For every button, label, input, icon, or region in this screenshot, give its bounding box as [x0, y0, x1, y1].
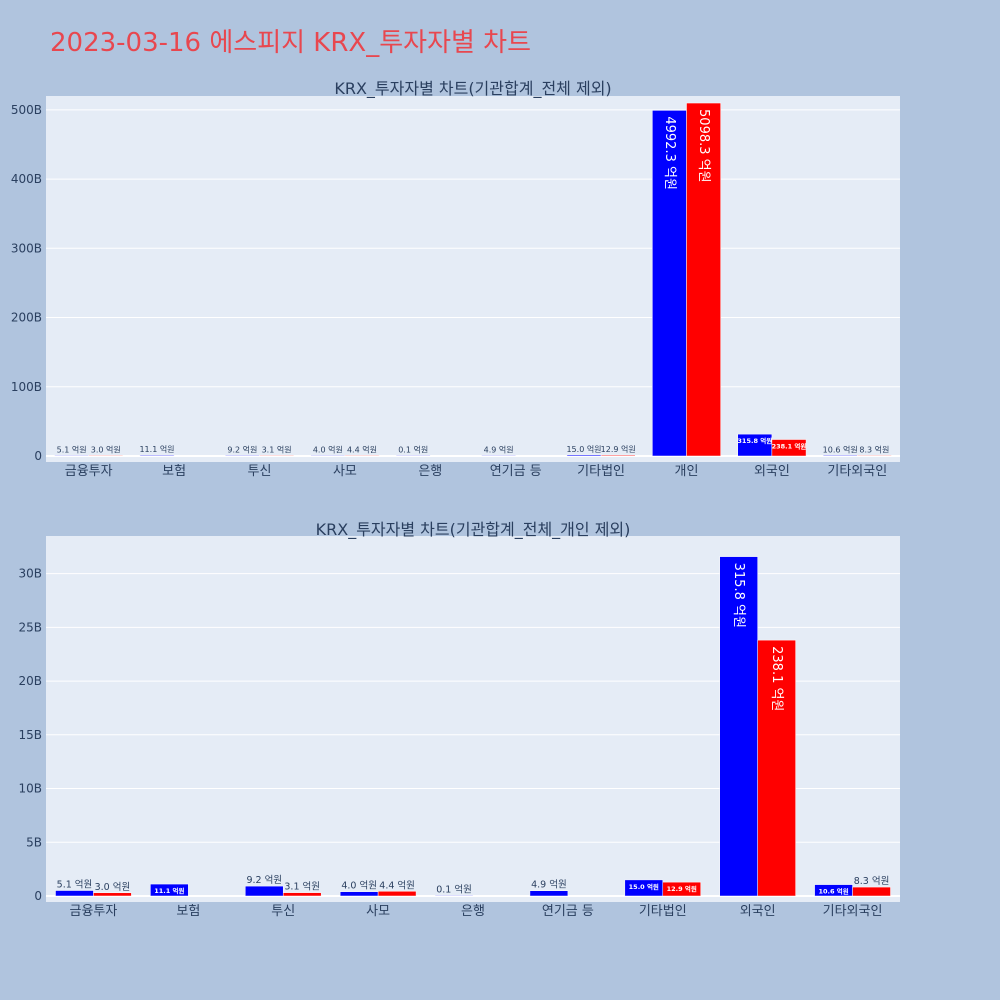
data-label: 10.6 억원	[823, 444, 858, 454]
bar	[662, 881, 701, 897]
data-label: 0.1 억원	[436, 883, 472, 895]
bar	[857, 455, 892, 457]
data-label: 4.4 억원	[347, 444, 377, 454]
y-tick-label: 0	[34, 889, 42, 903]
x-tick-label: 금융투자	[70, 904, 118, 919]
bar	[566, 454, 602, 457]
data-label: 4.0 억원	[341, 880, 377, 892]
x-tick-label: 기타법인	[639, 904, 687, 919]
data-label: 4.0 억원	[313, 444, 343, 454]
x-tick-label: 은행	[418, 463, 442, 479]
bar	[245, 885, 284, 897]
chart-title: KRX_투자자별 차트(기관합계_전체_개인 제외)	[316, 520, 631, 540]
x-tick-label: 사모	[333, 464, 357, 479]
bar	[93, 892, 132, 897]
bar	[139, 454, 175, 457]
x-tick-label: 은행	[461, 903, 485, 919]
bar	[771, 439, 807, 457]
y-tick-label: 10B	[18, 782, 42, 796]
data-label: 12.9 억원	[667, 884, 697, 893]
data-label: 8.3 억원	[854, 875, 890, 887]
bar	[344, 455, 380, 457]
y-tick-label: 15B	[18, 728, 42, 742]
data-label: 315.8 억원	[737, 436, 772, 445]
data-label: 5.1 억원	[57, 444, 87, 454]
bar	[686, 102, 721, 457]
y-tick-label: 20B	[18, 674, 42, 688]
bar	[757, 639, 796, 897]
data-label: 9.2 억원	[227, 444, 257, 454]
data-label: 4.9 억원	[484, 444, 514, 454]
data-label: 10.6 억원	[818, 887, 848, 896]
data-label: 0.1 억원	[398, 444, 428, 454]
data-label: 15.0 억원	[566, 444, 601, 454]
x-tick-label: 외국인	[740, 904, 776, 919]
bar	[88, 455, 124, 457]
data-label: 11.1 억원	[139, 444, 174, 454]
x-tick-label: 연기금 등	[542, 904, 594, 919]
bar	[481, 455, 516, 457]
chart-title: KRX_투자자별 차트(기관합계_전체 제외)	[334, 79, 611, 99]
bar	[852, 886, 891, 897]
y-tick-label: 25B	[18, 620, 42, 634]
x-tick-label: 기타외국인	[827, 464, 887, 479]
bar	[600, 454, 636, 457]
y-tick-label: 200B	[11, 311, 42, 325]
bar	[529, 890, 569, 897]
data-label: 3.0 억원	[95, 881, 131, 893]
data-label: 11.1 억원	[154, 886, 184, 895]
plot-area-0	[46, 96, 900, 462]
data-label: 3.0 억원	[91, 444, 121, 454]
data-label: 4.4 억원	[379, 879, 415, 891]
bar	[395, 455, 431, 457]
x-tick-label: 기타법인	[577, 464, 625, 479]
data-label: 4.9 억원	[531, 879, 567, 891]
data-label: 3.1 억원	[284, 881, 320, 893]
x-tick-label: 보험	[162, 464, 186, 479]
bar	[54, 455, 89, 457]
page-title: 2023-03-16 에스피지 KRX_투자자별 차트	[50, 28, 532, 58]
data-label: 4992.3 억원	[662, 116, 677, 190]
x-tick-label: 보험	[176, 904, 200, 919]
data-label: 15.0 억원	[629, 882, 659, 891]
y-tick-label: 500B	[11, 103, 42, 117]
y-tick-label: 5B	[26, 835, 42, 849]
bar	[259, 455, 294, 457]
x-tick-label: 연기금 등	[490, 464, 542, 479]
y-tick-label: 0	[34, 449, 42, 463]
bar	[339, 891, 379, 897]
bar	[282, 892, 322, 897]
bar	[55, 890, 94, 897]
x-tick-label: 금융투자	[65, 464, 113, 479]
x-tick-label: 사모	[366, 904, 390, 919]
data-label: 238.1 억원	[769, 646, 784, 711]
bar	[310, 455, 346, 457]
x-tick-label: 개인	[675, 464, 699, 479]
x-tick-label: 투신	[271, 904, 295, 919]
data-label: 12.9 억원	[601, 444, 636, 454]
y-tick-label: 100B	[11, 380, 42, 394]
bar	[377, 891, 417, 897]
bar	[225, 455, 260, 457]
bar	[434, 895, 474, 897]
x-tick-label: 외국인	[754, 464, 790, 479]
data-label: 315.8 억원	[731, 563, 746, 628]
x-tick-label: 기타외국인	[823, 904, 883, 919]
data-label: 3.1 억원	[262, 444, 292, 454]
data-label: 9.2 억원	[246, 874, 282, 886]
bar	[150, 883, 189, 897]
x-tick-label: 투신	[248, 464, 272, 479]
data-label: 238.1 억원	[772, 442, 807, 451]
data-label: 5098.3 억원	[696, 109, 711, 183]
y-tick-label: 30B	[18, 567, 42, 581]
y-tick-label: 400B	[11, 172, 42, 186]
y-tick-label: 300B	[11, 241, 42, 255]
bar	[822, 455, 858, 457]
data-label: 5.1 억원	[57, 879, 93, 891]
data-label: 8.3 억원	[859, 444, 889, 454]
